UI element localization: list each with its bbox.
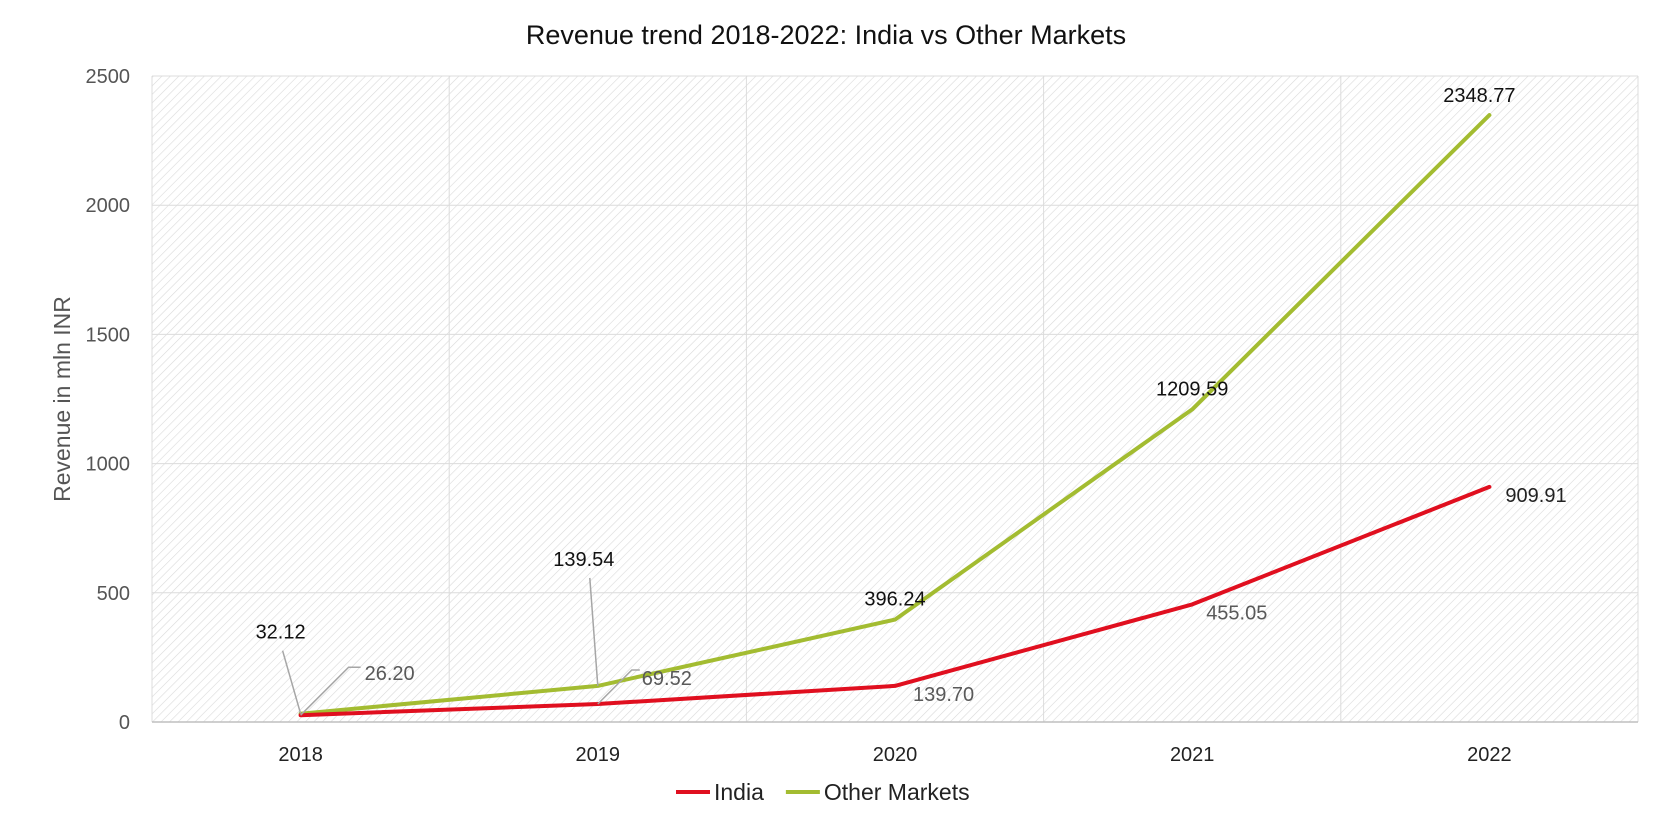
- data-label-leader: [300, 666, 361, 716]
- x-tick-label: 2019: [576, 744, 621, 766]
- y-tick-label: 1000: [86, 454, 131, 476]
- legend: India Other Markets: [676, 779, 970, 805]
- data-label-leader: [597, 669, 640, 705]
- data-label-leader: [281, 650, 302, 714]
- x-tick-label: 2020: [873, 744, 918, 766]
- legend-label: India: [714, 779, 764, 805]
- data-label: 909.91: [1505, 485, 1566, 507]
- data-label: 396.24: [864, 589, 925, 611]
- y-tick-label: 0: [119, 712, 130, 734]
- series-lines: [298, 113, 1492, 718]
- y-tick-label: 1500: [86, 324, 131, 346]
- data-label: 69.52: [642, 668, 692, 690]
- y-axis-title: Revenue in mln INR: [49, 296, 75, 502]
- series-line: [298, 113, 1492, 716]
- chart-title: Revenue trend 2018-2022: India vs Other …: [526, 20, 1126, 50]
- data-label: 139.70: [913, 684, 974, 706]
- data-label: 455.05: [1206, 602, 1267, 624]
- data-label: 26.20: [365, 663, 415, 685]
- y-axis-ticks: 0 500 1000 1500 2000 2500: [86, 66, 131, 734]
- data-labels: 26.20 69.52 139.70 455.05 909.91 32.12 139.54 3…: [256, 85, 1567, 706]
- x-tick-label: 2022: [1467, 744, 1512, 766]
- data-label: 1209.59: [1156, 378, 1228, 400]
- plot-area: [152, 76, 1638, 722]
- y-tick-label: 2500: [86, 66, 131, 88]
- series-line: [298, 484, 1492, 718]
- y-tick-label: 2000: [86, 195, 131, 217]
- data-label: 139.54: [553, 549, 614, 571]
- label-leader-lines: [281, 577, 640, 716]
- y-tick-label: 500: [97, 583, 130, 605]
- x-tick-label: 2018: [278, 744, 323, 766]
- data-label: 32.12: [256, 622, 306, 644]
- data-label-leader: [589, 577, 599, 686]
- grid-lines: [151, 75, 1639, 723]
- x-tick-label: 2021: [1170, 744, 1215, 766]
- legend-label: Other Markets: [824, 779, 970, 805]
- x-axis-ticks: 2018 2019 2020 2021 2022: [278, 744, 1511, 766]
- data-label: 2348.77: [1443, 85, 1515, 107]
